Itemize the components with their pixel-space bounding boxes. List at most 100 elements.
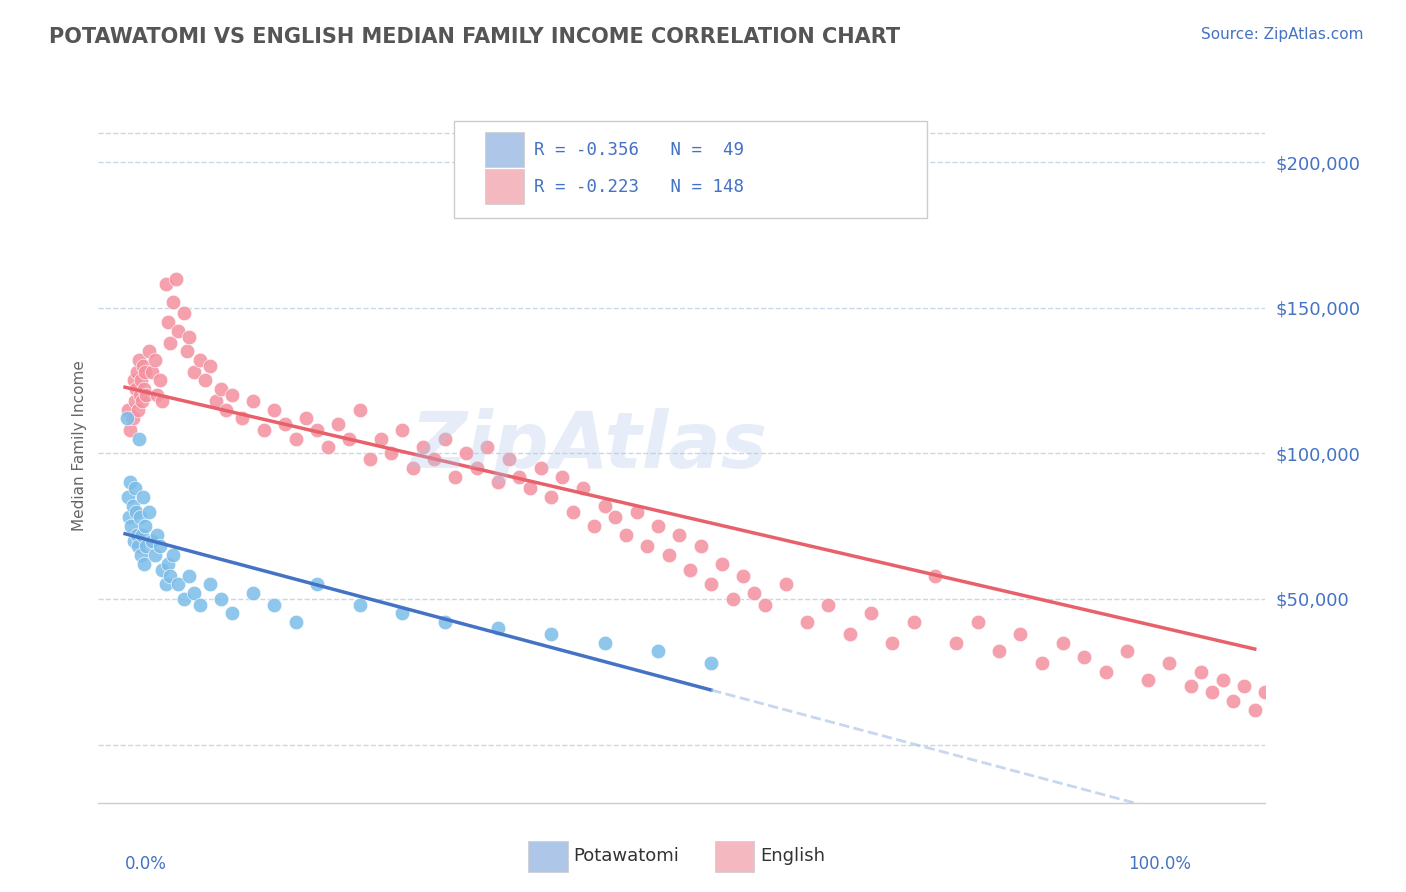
Point — [1094, 665, 1116, 679]
Point — [465, 460, 488, 475]
Point — [173, 306, 195, 320]
Point — [120, 475, 142, 490]
Point — [150, 393, 173, 408]
Point — [328, 417, 350, 432]
Point — [1159, 656, 1181, 670]
Point — [143, 353, 166, 368]
Point — [1265, 708, 1288, 723]
Point — [456, 446, 478, 460]
Point — [1191, 665, 1213, 679]
Point — [125, 504, 148, 518]
Point — [284, 432, 307, 446]
Text: R = -0.356   N =  49: R = -0.356 N = 49 — [534, 141, 744, 159]
Point — [127, 402, 149, 417]
Point — [150, 563, 173, 577]
Point — [176, 344, 198, 359]
Point — [188, 598, 211, 612]
Point — [1361, 723, 1384, 737]
Point — [128, 353, 150, 368]
Point — [689, 540, 711, 554]
Point — [173, 591, 195, 606]
Point — [162, 548, 184, 562]
Point — [122, 533, 145, 548]
Point — [209, 382, 232, 396]
Point — [188, 353, 211, 368]
Point — [945, 635, 967, 649]
Point — [626, 504, 648, 518]
Point — [138, 344, 160, 359]
Point — [1275, 694, 1298, 708]
Point — [263, 402, 285, 417]
Point — [159, 568, 181, 582]
Point — [838, 627, 860, 641]
Text: ZipAtlas: ZipAtlas — [411, 408, 768, 484]
Point — [200, 577, 222, 591]
Point — [183, 586, 205, 600]
Point — [242, 586, 264, 600]
Point — [131, 528, 153, 542]
Point — [134, 519, 156, 533]
Point — [295, 411, 318, 425]
FancyBboxPatch shape — [454, 121, 927, 218]
Point — [668, 528, 690, 542]
Point — [1286, 714, 1309, 729]
Point — [242, 393, 264, 408]
Point — [146, 388, 169, 402]
Point — [177, 568, 200, 582]
Point — [1329, 729, 1351, 743]
Point — [924, 568, 946, 582]
Point — [860, 607, 883, 621]
Point — [1031, 656, 1053, 670]
Point — [1233, 679, 1256, 693]
Point — [1350, 734, 1372, 748]
Point — [349, 598, 371, 612]
Point — [593, 499, 616, 513]
Point — [146, 528, 169, 542]
Point — [125, 365, 148, 379]
Point — [359, 452, 381, 467]
Point — [129, 374, 152, 388]
Point — [159, 335, 181, 350]
Point — [391, 607, 413, 621]
Point — [1317, 708, 1340, 723]
Point — [134, 382, 156, 396]
Point — [1393, 752, 1406, 766]
Point — [129, 388, 152, 402]
Point — [614, 528, 637, 542]
Point — [1340, 714, 1362, 729]
Point — [141, 365, 163, 379]
Point — [117, 490, 139, 504]
Point — [498, 452, 520, 467]
Point — [540, 490, 562, 504]
Point — [605, 510, 627, 524]
Point — [120, 423, 142, 437]
Point — [167, 577, 190, 591]
Point — [370, 432, 392, 446]
Point — [1212, 673, 1234, 688]
Point — [1010, 627, 1032, 641]
Point — [132, 359, 155, 373]
Point — [1308, 723, 1330, 737]
FancyBboxPatch shape — [485, 169, 524, 204]
Point — [561, 504, 583, 518]
FancyBboxPatch shape — [527, 840, 568, 872]
Point — [231, 411, 253, 425]
Point — [183, 365, 205, 379]
Point — [391, 423, 413, 437]
Point — [149, 374, 172, 388]
Point — [125, 528, 148, 542]
Point — [700, 656, 723, 670]
Point — [486, 475, 509, 490]
Point — [162, 294, 184, 309]
Point — [274, 417, 297, 432]
Point — [200, 359, 222, 373]
Point — [519, 481, 541, 495]
Point — [721, 591, 744, 606]
Point — [120, 519, 142, 533]
Point — [733, 568, 755, 582]
Point — [1382, 729, 1405, 743]
Point — [796, 615, 818, 630]
Point — [141, 533, 163, 548]
Point — [572, 481, 595, 495]
Point — [165, 271, 187, 285]
